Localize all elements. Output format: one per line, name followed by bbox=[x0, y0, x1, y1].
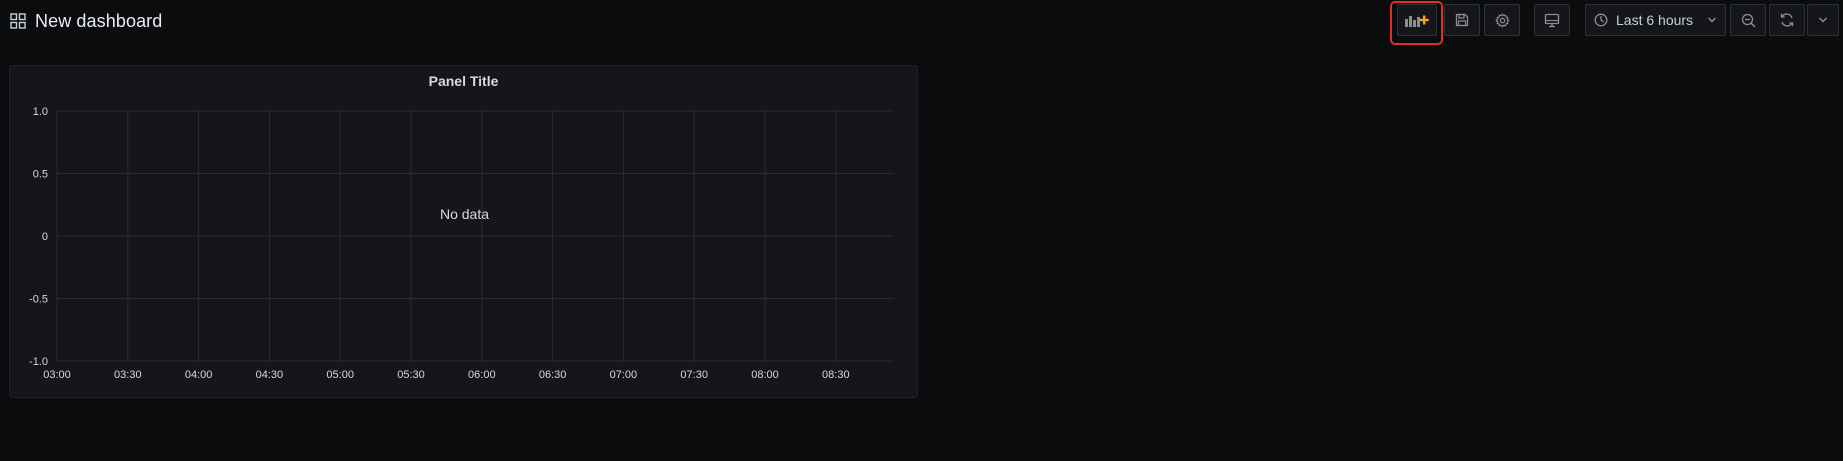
zoom-out-button[interactable] bbox=[1730, 4, 1766, 36]
graph-chart: 1.0 0.5 0 -0.5 -1.003:00 03:30 04:00 04:30 05:00… bbox=[29, 106, 894, 381]
zoom-out-icon bbox=[1741, 13, 1755, 27]
refresh-interval-dropdown[interactable] bbox=[1807, 4, 1839, 36]
add-panel-icon bbox=[1405, 15, 1429, 27]
y-tick-label: 0.5 bbox=[33, 169, 48, 181]
x-tick-label: 05:30 bbox=[397, 369, 425, 381]
clock-icon bbox=[1594, 13, 1608, 27]
no-data-message: No data bbox=[439, 206, 490, 222]
gear-icon bbox=[1495, 13, 1509, 27]
y-tick-label: -0.5 bbox=[29, 294, 48, 306]
dashboard-title[interactable]: New dashboard bbox=[10, 9, 162, 33]
top-navbar: New dashboard bbox=[0, 0, 1843, 45]
add-panel-button[interactable] bbox=[1397, 4, 1437, 36]
x-tick-label: 06:00 bbox=[468, 369, 496, 381]
x-tick-label: 05:00 bbox=[326, 369, 354, 381]
time-range-picker[interactable]: Last 6 hours bbox=[1585, 4, 1726, 36]
tv-mode-button[interactable] bbox=[1534, 4, 1570, 36]
x-tick-label: 04:00 bbox=[185, 369, 213, 381]
chevron-down-icon bbox=[1708, 17, 1717, 23]
y-tick-label: 1.0 bbox=[33, 106, 48, 118]
panel-title[interactable]: Panel Title bbox=[428, 73, 499, 89]
x-tick-label: 07:30 bbox=[680, 369, 708, 381]
y-tick-label: 0 bbox=[42, 231, 48, 243]
y-tick-label: -1.0 bbox=[29, 356, 48, 368]
x-tick-label: 07:00 bbox=[610, 369, 638, 381]
time-range-label: Last 6 hours bbox=[1616, 12, 1694, 28]
x-tick-label: 08:30 bbox=[822, 369, 850, 381]
x-tick-label: 03:30 bbox=[114, 369, 142, 381]
save-icon bbox=[1455, 13, 1469, 27]
page-title: New dashboard bbox=[35, 10, 163, 31]
x-tick-label: 04:30 bbox=[256, 369, 284, 381]
dashboard-settings-button[interactable] bbox=[1484, 4, 1520, 36]
graph-panel[interactable]: Panel Title 1.0 0.5 0 -0.5 -1.0 03:00 03:30 04:… bbox=[9, 65, 918, 398]
dashboard-grid-icon bbox=[10, 13, 26, 29]
refresh-icon bbox=[1780, 13, 1794, 27]
x-tick-label: 08:00 bbox=[751, 369, 779, 381]
tv-monitor-icon bbox=[1544, 13, 1560, 27]
x-tick-label: 03:00 bbox=[43, 369, 71, 381]
chevron-down-icon bbox=[1819, 17, 1827, 23]
save-dashboard-button[interactable] bbox=[1444, 4, 1480, 36]
refresh-button[interactable] bbox=[1769, 4, 1805, 36]
x-tick-label: 06:30 bbox=[539, 369, 567, 381]
